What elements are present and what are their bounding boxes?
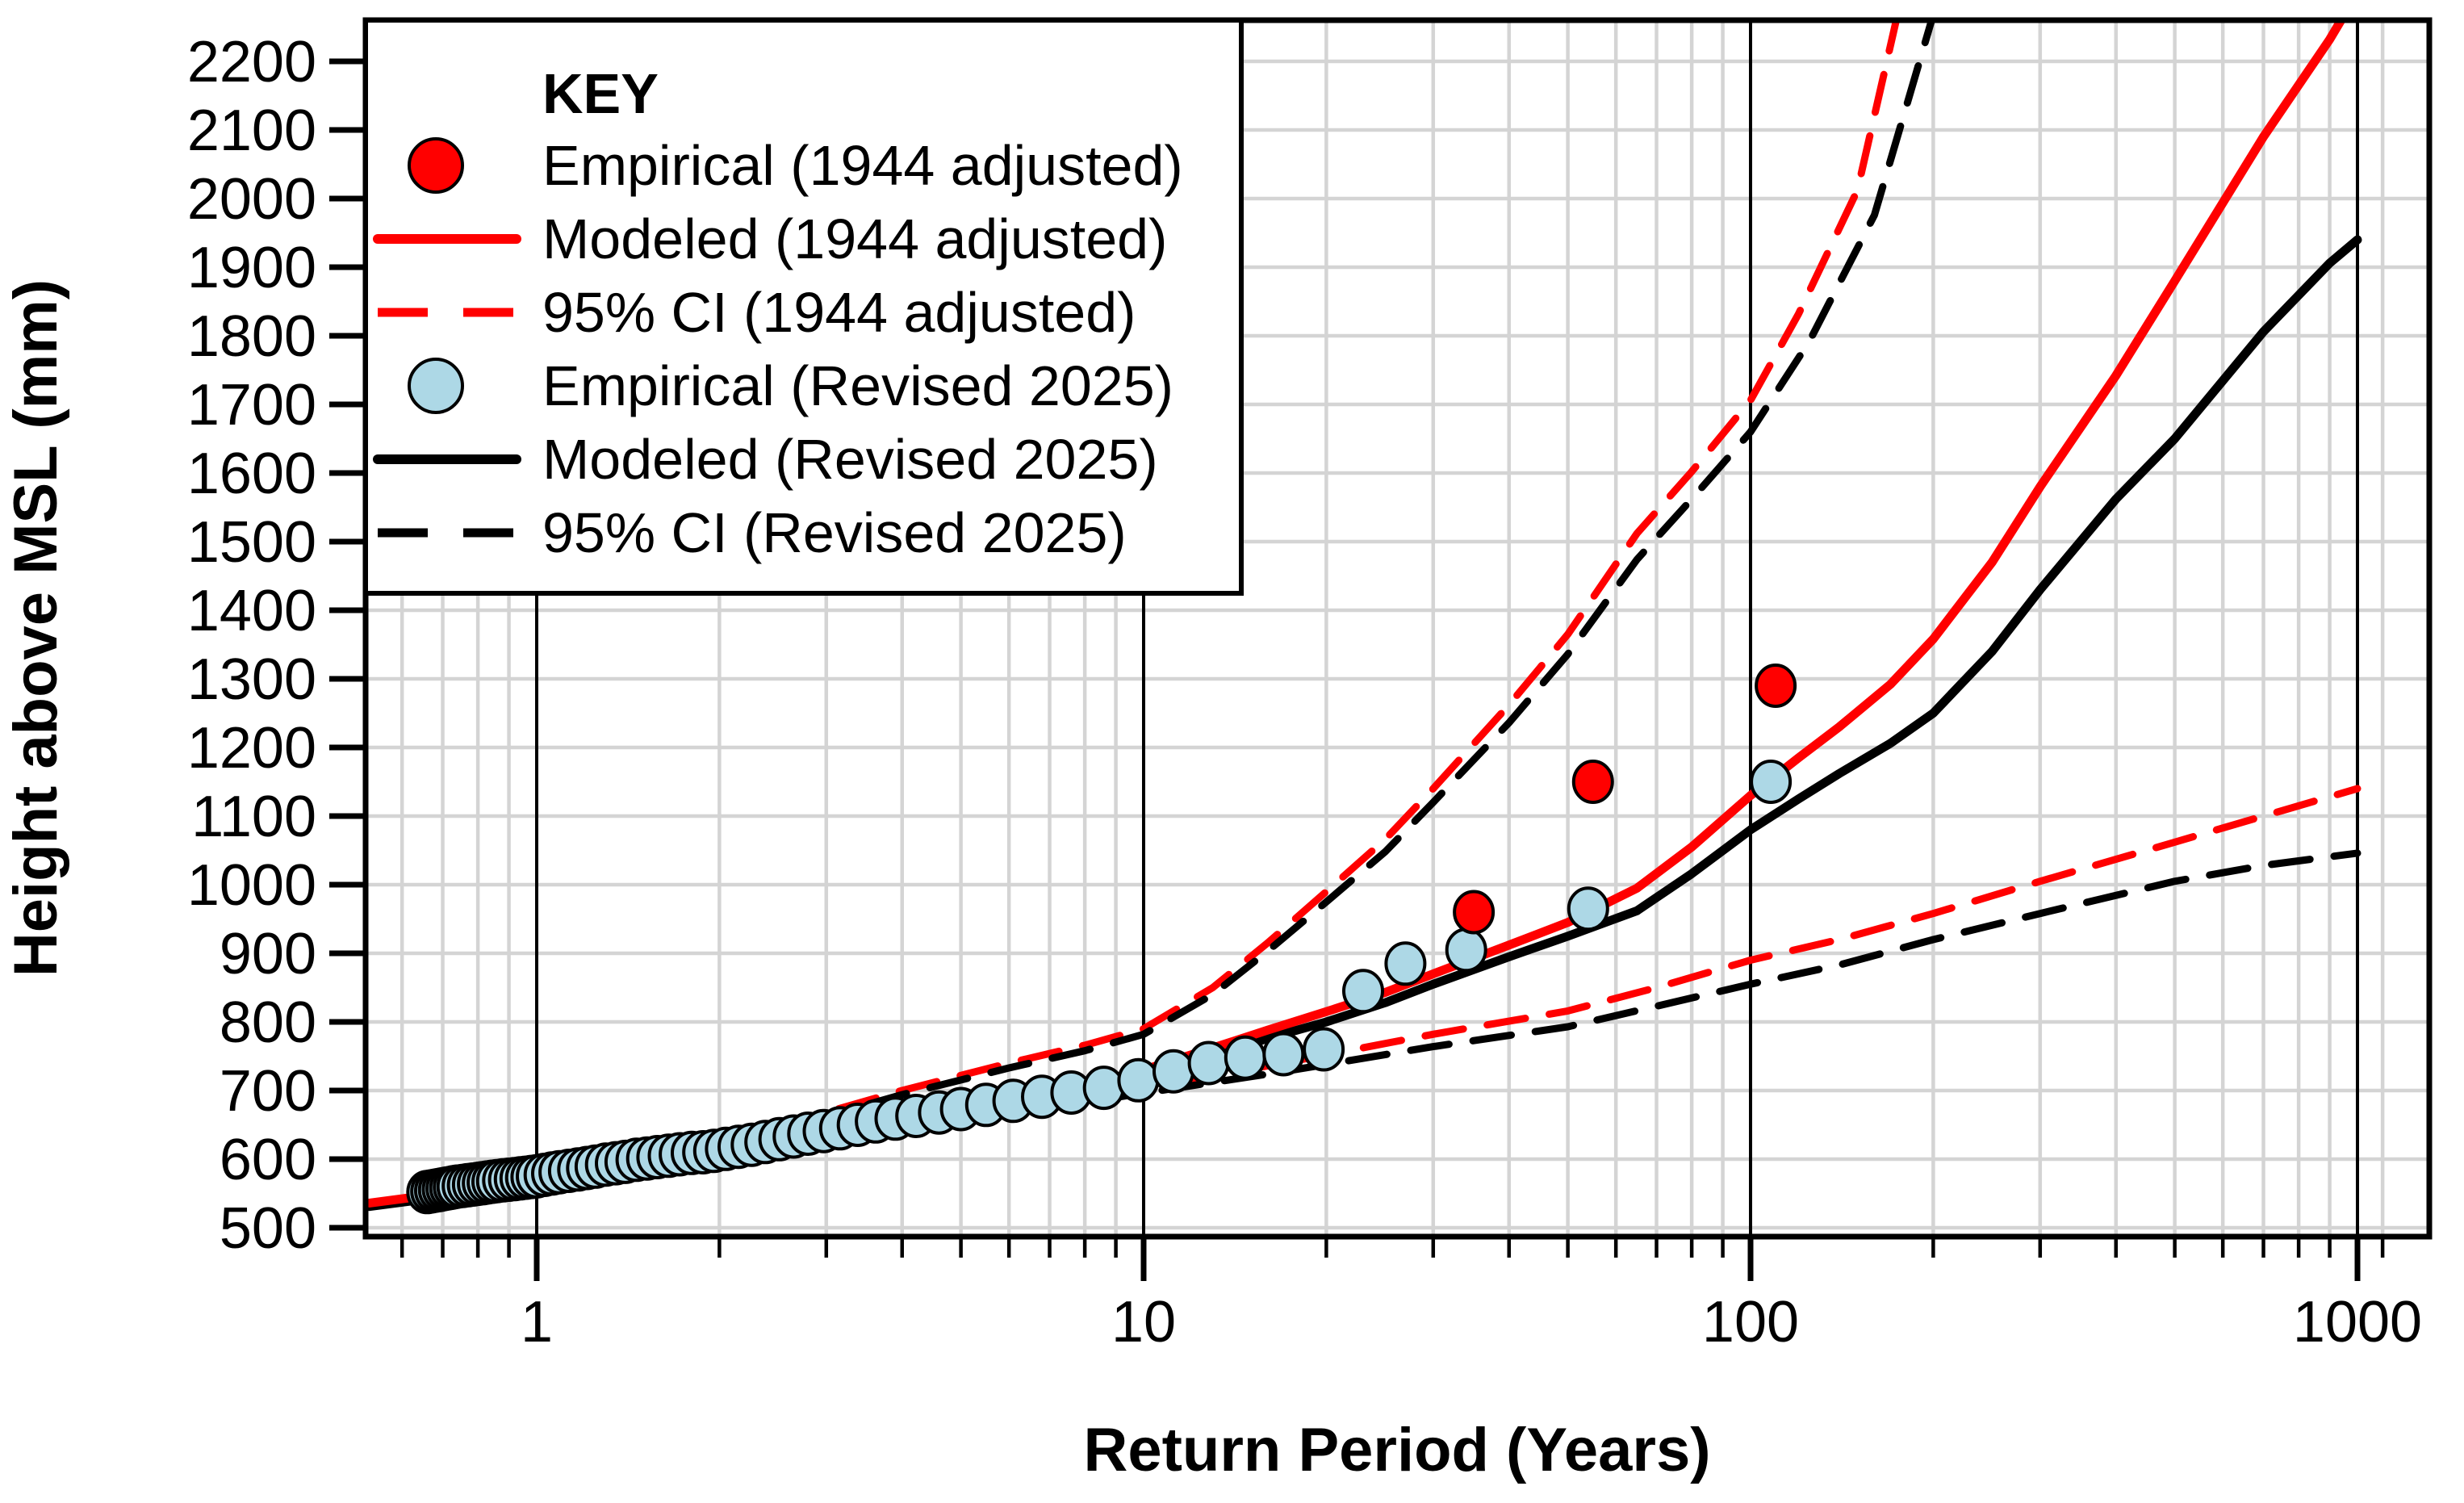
legend-item-empirical-2025: Empirical (Revised 2025) <box>408 354 1173 417</box>
legend: KEY Empirical (1944 adjusted) Modeled (1… <box>363 18 1244 596</box>
axis-ticks <box>329 58 2385 1281</box>
point-empirical-1944-adjusted- <box>1571 760 1614 804</box>
tick-labels: 5006007008009001000110012001300140015001… <box>187 30 2422 1354</box>
point-empirical-revised-2025- <box>1384 941 1427 986</box>
point-empirical-revised-2025- <box>1750 760 1793 804</box>
y-tick-label: 1300 <box>187 647 316 712</box>
legend-item-empirical-1944: Empirical (1944 adjusted) <box>408 134 1183 197</box>
x-tick-label: 10 <box>1111 1290 1176 1354</box>
y-tick-label: 500 <box>220 1196 316 1261</box>
point-empirical-revised-2025- <box>1303 1027 1345 1072</box>
point-empirical-revised-2025- <box>1342 969 1384 1014</box>
point-empirical-revised-2025- <box>1224 1035 1266 1080</box>
legend-title: KEY <box>542 62 659 125</box>
legend-item-label: 95% CI (1944 adjusted) <box>542 281 1136 344</box>
y-tick-label: 1000 <box>187 853 316 918</box>
legend-item-label: Empirical (Revised 2025) <box>542 354 1173 417</box>
point-empirical-revised-2025- <box>1187 1040 1230 1086</box>
curve-95-ci-revised-2025-upper <box>774 20 1936 1133</box>
y-tick-label: 1800 <box>187 304 316 369</box>
x-tick-label: 100 <box>1702 1290 1799 1354</box>
y-tick-label: 900 <box>220 922 316 986</box>
point-empirical-1944-adjusted- <box>1755 664 1797 708</box>
y-tick-label: 2000 <box>187 167 316 232</box>
legend-item-label: Modeled (1944 adjusted) <box>542 207 1167 270</box>
y-tick-label: 2200 <box>187 30 316 94</box>
x-tick-label: 1000 <box>2293 1290 2422 1354</box>
point-empirical-revised-2025- <box>1567 886 1609 932</box>
legend-item-label: 95% CI (Revised 2025) <box>542 501 1127 564</box>
curve-95-ci-revised-2025-lower <box>1112 849 2362 1101</box>
point-empirical-revised-2025- <box>1153 1049 1194 1094</box>
legend-item-ci-2025: 95% CI (Revised 2025) <box>378 501 1127 564</box>
red-dot-icon <box>408 137 464 194</box>
legend-item-ci-1944: 95% CI (1944 adjusted) <box>378 281 1136 344</box>
y-tick-label: 1500 <box>187 510 316 575</box>
point-empirical-revised-2025- <box>1262 1032 1305 1077</box>
x-tick-label: 1 <box>521 1290 553 1354</box>
y-tick-label: 700 <box>220 1059 316 1124</box>
point-empirical-revised-2025- <box>1117 1057 1160 1103</box>
legend-item-label: Modeled (Revised 2025) <box>542 428 1158 491</box>
y-tick-label: 1600 <box>187 442 316 506</box>
data-points <box>406 664 1797 1215</box>
y-tick-label: 1100 <box>191 785 316 849</box>
y-tick-label: 1700 <box>187 373 316 438</box>
plot-frame <box>362 17 2433 1240</box>
legend-box <box>363 18 1244 596</box>
point-empirical-1944-adjusted- <box>1453 890 1496 935</box>
point-empirical-revised-2025- <box>1445 927 1487 973</box>
y-tick-label: 600 <box>220 1128 316 1192</box>
y-tick-label: 800 <box>220 990 316 1055</box>
y-axis-title: Height above MSL (mm) <box>2 279 70 977</box>
y-tick-label: 1200 <box>187 716 316 781</box>
legend-item-modeled-1944: Modeled (1944 adjusted) <box>373 207 1167 270</box>
y-tick-label: 1400 <box>187 579 316 643</box>
curve-95-ci-1944-adjusted-upper <box>774 20 1901 1130</box>
y-tick-label: 2100 <box>187 98 316 163</box>
x-axis-title: Return Period (Years) <box>1083 1416 1710 1484</box>
y-tick-label: 1900 <box>187 236 316 300</box>
point-empirical-revised-2025- <box>1082 1065 1125 1111</box>
lightblue-dot-icon <box>408 358 464 414</box>
legend-item-modeled-2025: Modeled (Revised 2025) <box>373 428 1158 491</box>
legend-item-label: Empirical (1944 adjusted) <box>542 134 1183 197</box>
